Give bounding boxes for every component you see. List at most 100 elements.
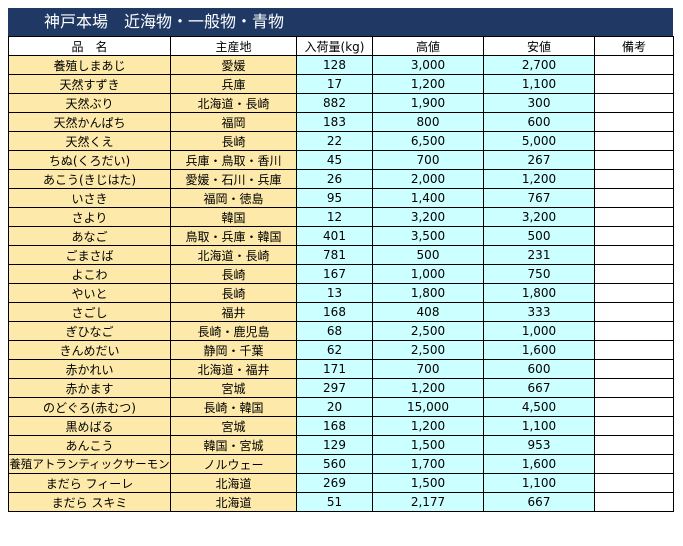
quantity-cell: 13 (296, 283, 373, 303)
high-price-cell: 1,800 (372, 283, 484, 303)
remarks-cell (594, 340, 674, 360)
table-row: まだら フィーレ 北海道 269 1,500 1,100 (8, 473, 674, 493)
origin-cell: 宮城 (170, 416, 297, 436)
remarks-cell (594, 150, 674, 170)
quantity-cell: 882 (296, 93, 373, 113)
high-price-cell: 408 (372, 302, 484, 322)
high-price-cell: 1,400 (372, 188, 484, 208)
remarks-cell (594, 264, 674, 284)
high-price-cell: 1,200 (372, 416, 484, 436)
low-price-cell: 1,100 (483, 473, 595, 493)
quantity-cell: 171 (296, 359, 373, 379)
quantity-cell: 62 (296, 340, 373, 360)
fish-name-cell: まだら フィーレ (8, 473, 171, 493)
origin-cell: 静岡・千葉 (170, 340, 297, 360)
low-price-cell: 1,100 (483, 416, 595, 436)
fish-name-cell: のどぐろ(赤むつ) (8, 397, 171, 417)
table-row: ごまさば 北海道・長崎 781 500 231 (8, 245, 674, 265)
quantity-cell: 401 (296, 226, 373, 246)
fish-name-cell: 天然くえ (8, 131, 171, 151)
remarks-cell (594, 397, 674, 417)
fish-name-cell: 天然かんぱち (8, 112, 171, 132)
fish-name-cell: ちぬ(くろだい) (8, 150, 171, 170)
remarks-cell (594, 435, 674, 455)
price-table: 品 名 主産地 入荷量(kg) 高値 安値 備考 養殖しまあじ 愛媛 128 3,00… (8, 36, 674, 512)
remarks-cell (594, 302, 674, 322)
high-price-cell: 1,000 (372, 264, 484, 284)
origin-cell: 北海道 (170, 492, 297, 512)
fish-name-cell: きんめだい (8, 340, 171, 360)
origin-cell: 福井 (170, 302, 297, 322)
low-price-cell: 3,200 (483, 207, 595, 227)
table-row: 養殖しまあじ 愛媛 128 3,000 2,700 (8, 55, 674, 75)
remarks-cell (594, 74, 674, 94)
quantity-cell: 781 (296, 245, 373, 265)
low-price-cell: 333 (483, 302, 595, 322)
low-price-cell: 667 (483, 492, 595, 512)
quantity-cell: 22 (296, 131, 373, 151)
low-price-cell: 600 (483, 112, 595, 132)
origin-cell: 福岡・徳島 (170, 188, 297, 208)
quantity-cell: 168 (296, 416, 373, 436)
quantity-cell: 20 (296, 397, 373, 417)
remarks-cell (594, 55, 674, 75)
fish-name-cell: 天然すずき (8, 74, 171, 94)
quantity-cell: 167 (296, 264, 373, 284)
table-row: さごし 福井 168 408 333 (8, 302, 674, 322)
quantity-cell: 68 (296, 321, 373, 341)
table-row: ぎひなご 長崎・鹿児島 68 2,500 1,000 (8, 321, 674, 341)
high-price-cell: 1,200 (372, 378, 484, 398)
table-row: ちぬ(くろだい) 兵庫・鳥取・香川 45 700 267 (8, 150, 674, 170)
table-row: あなご 鳥取・兵庫・韓国 401 3,500 500 (8, 226, 674, 246)
quantity-cell: 560 (296, 454, 373, 474)
low-price-cell: 1,800 (483, 283, 595, 303)
low-price-cell: 267 (483, 150, 595, 170)
origin-cell: 鳥取・兵庫・韓国 (170, 226, 297, 246)
quantity-cell: 183 (296, 112, 373, 132)
origin-cell: 長崎 (170, 131, 297, 151)
remarks-cell (594, 131, 674, 151)
table-row: 天然くえ 長崎 22 6,500 5,000 (8, 131, 674, 151)
fish-name-cell: やいと (8, 283, 171, 303)
quantity-cell: 168 (296, 302, 373, 322)
origin-cell: 宮城 (170, 378, 297, 398)
low-price-cell: 4,500 (483, 397, 595, 417)
quantity-cell: 128 (296, 55, 373, 75)
low-price-cell: 750 (483, 264, 595, 284)
fish-name-cell: 赤かれい (8, 359, 171, 379)
remarks-cell (594, 473, 674, 493)
table-row: あんこう 韓国・宮城 129 1,500 953 (8, 435, 674, 455)
table-row: やいと 長崎 13 1,800 1,800 (8, 283, 674, 303)
fish-name-cell: あなご (8, 226, 171, 246)
table-row: 養殖アトランティックサーモン ノルウェー 560 1,700 1,600 (8, 454, 674, 474)
quantity-cell: 269 (296, 473, 373, 493)
header-high-price: 高値 (372, 36, 484, 56)
origin-cell: 兵庫・鳥取・香川 (170, 150, 297, 170)
high-price-cell: 2,000 (372, 169, 484, 189)
quantity-cell: 26 (296, 169, 373, 189)
low-price-cell: 231 (483, 245, 595, 265)
low-price-cell: 1,000 (483, 321, 595, 341)
origin-cell: 北海道・長崎 (170, 245, 297, 265)
low-price-cell: 300 (483, 93, 595, 113)
origin-cell: 長崎 (170, 283, 297, 303)
table-row: 赤かます 宮城 297 1,200 667 (8, 378, 674, 398)
table-row: いさき 福岡・徳島 95 1,400 767 (8, 188, 674, 208)
fish-name-cell: よこわ (8, 264, 171, 284)
remarks-cell (594, 492, 674, 512)
remarks-cell (594, 321, 674, 341)
remarks-cell (594, 454, 674, 474)
table-row: のどぐろ(赤むつ) 長崎・韓国 20 15,000 4,500 (8, 397, 674, 417)
table-row: 天然ぶり 北海道・長崎 882 1,900 300 (8, 93, 674, 113)
table-row: 赤かれい 北海道・福井 171 700 600 (8, 359, 674, 379)
high-price-cell: 800 (372, 112, 484, 132)
low-price-cell: 953 (483, 435, 595, 455)
high-price-cell: 1,200 (372, 74, 484, 94)
origin-cell: ノルウェー (170, 454, 297, 474)
fish-name-cell: 赤かます (8, 378, 171, 398)
fish-name-cell: あこう(きじはた) (8, 169, 171, 189)
table-row: よこわ 長崎 167 1,000 750 (8, 264, 674, 284)
origin-cell: 韓国・宮城 (170, 435, 297, 455)
fish-name-cell: 養殖アトランティックサーモン (8, 454, 171, 474)
header-low-price: 安値 (483, 36, 595, 56)
